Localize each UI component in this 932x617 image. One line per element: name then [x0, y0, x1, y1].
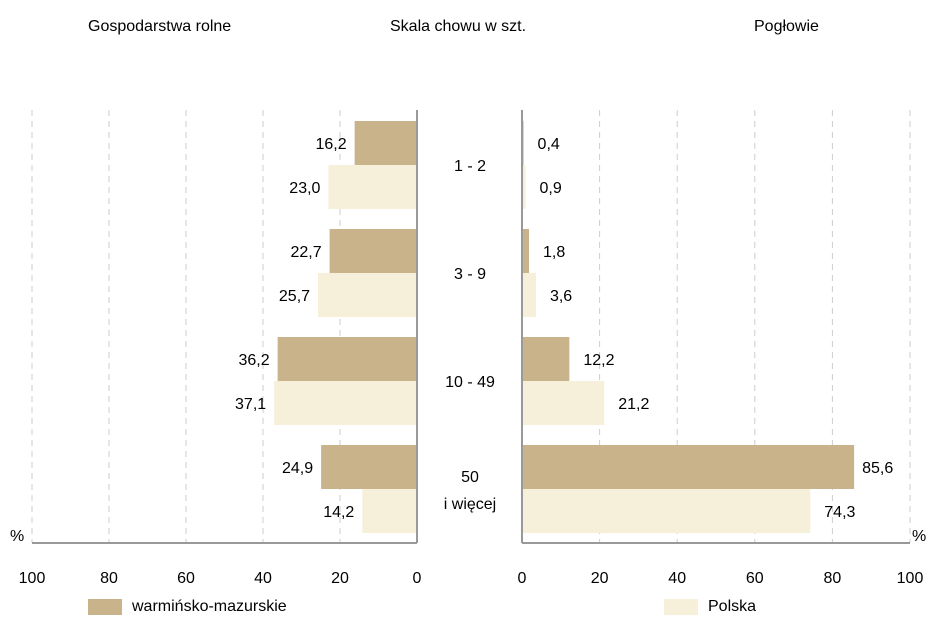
category-label-1: 3 - 9 — [454, 266, 486, 283]
left-value-label-2-1: 37,1 — [235, 396, 266, 413]
right-value-label-2-1: 21,2 — [618, 396, 649, 413]
left-bar-1-0 — [329, 229, 417, 273]
right-value-label-2-0: 12,2 — [583, 352, 614, 369]
right-tick-label-100: 100 — [897, 570, 924, 587]
left-tick-label-100: 100 — [19, 570, 46, 587]
left-panel-title: Gospodarstwa rolne — [88, 18, 232, 35]
left-unit-label: % — [10, 528, 24, 545]
left-tick-label-20: 20 — [331, 570, 349, 587]
right-tick-label-60: 60 — [746, 570, 764, 587]
left-value-label-3-0: 24,9 — [282, 460, 313, 477]
left-tick-label-80: 80 — [100, 570, 118, 587]
right-tick-label-80: 80 — [824, 570, 842, 587]
left-tick-label-60: 60 — [177, 570, 195, 587]
right-tick-label-0: 0 — [518, 570, 527, 587]
right-value-label-0-1: 0,9 — [539, 180, 561, 197]
right-bar-1-1 — [522, 273, 536, 317]
left-bar-3-1 — [362, 489, 417, 533]
left-value-label-2-0: 36,2 — [238, 352, 269, 369]
right-tick-label-40: 40 — [668, 570, 686, 587]
right-bar-3-0 — [522, 445, 855, 489]
category-axis-title: Skala chowu w szt. — [390, 18, 527, 35]
legend-label-polska: Polska — [708, 598, 757, 615]
left-value-label-0-1: 23,0 — [289, 180, 320, 197]
right-bar-1-0 — [522, 229, 529, 273]
left-value-label-0-0: 16,2 — [315, 136, 346, 153]
legend-swatch-warminsko-mazurskie — [88, 599, 122, 615]
right-value-label-0-0: 0,4 — [538, 136, 560, 153]
left-value-label-1-1: 25,7 — [279, 288, 310, 305]
butterfly-bar-chart: 16,2 0,4 23,0 0,9 22,7 1,8 25,7 3,6 36,2 12,2 37,1… — [10, 110, 926, 587]
right-panel-title: Pogłowie — [754, 18, 819, 35]
right-bar-3-1 — [522, 489, 811, 533]
left-bar-2-0 — [277, 337, 417, 381]
left-bar-3-0 — [321, 445, 417, 489]
right-value-label-1-1: 3,6 — [550, 288, 572, 305]
left-value-label-3-1: 14,2 — [323, 504, 354, 521]
left-tick-label-40: 40 — [254, 570, 272, 587]
left-tick-label-0: 0 — [413, 570, 422, 587]
left-bar-0-1 — [328, 165, 417, 209]
category-label-2: 10 - 49 — [445, 374, 495, 391]
right-unit-label: % — [912, 528, 926, 545]
right-value-label-3-1: 74,3 — [824, 504, 855, 521]
legend-swatch-polska — [664, 599, 698, 615]
category-label-3-line-0: 50 — [461, 469, 479, 486]
right-bar-2-1 — [522, 381, 605, 425]
right-tick-label-20: 20 — [591, 570, 609, 587]
right-bar-2-0 — [522, 337, 570, 381]
left-bar-1-1 — [318, 273, 417, 317]
right-bar-0-1 — [522, 165, 526, 209]
left-value-label-1-0: 22,7 — [290, 244, 321, 261]
left-bar-2-1 — [274, 381, 417, 425]
legend-item-warminsko-mazurskie: warmińsko-mazurskie — [88, 598, 287, 616]
legend-item-polska: Polska — [664, 598, 756, 616]
category-label-3-line-1: i więcej — [444, 496, 496, 513]
legend-label-warminsko-mazurskie: warmińsko-mazurskie — [132, 598, 287, 615]
right-value-label-3-0: 85,6 — [862, 460, 893, 477]
left-bar-0-0 — [354, 121, 417, 165]
category-label-0: 1 - 2 — [454, 158, 486, 175]
right-value-label-1-0: 1,8 — [543, 244, 565, 261]
